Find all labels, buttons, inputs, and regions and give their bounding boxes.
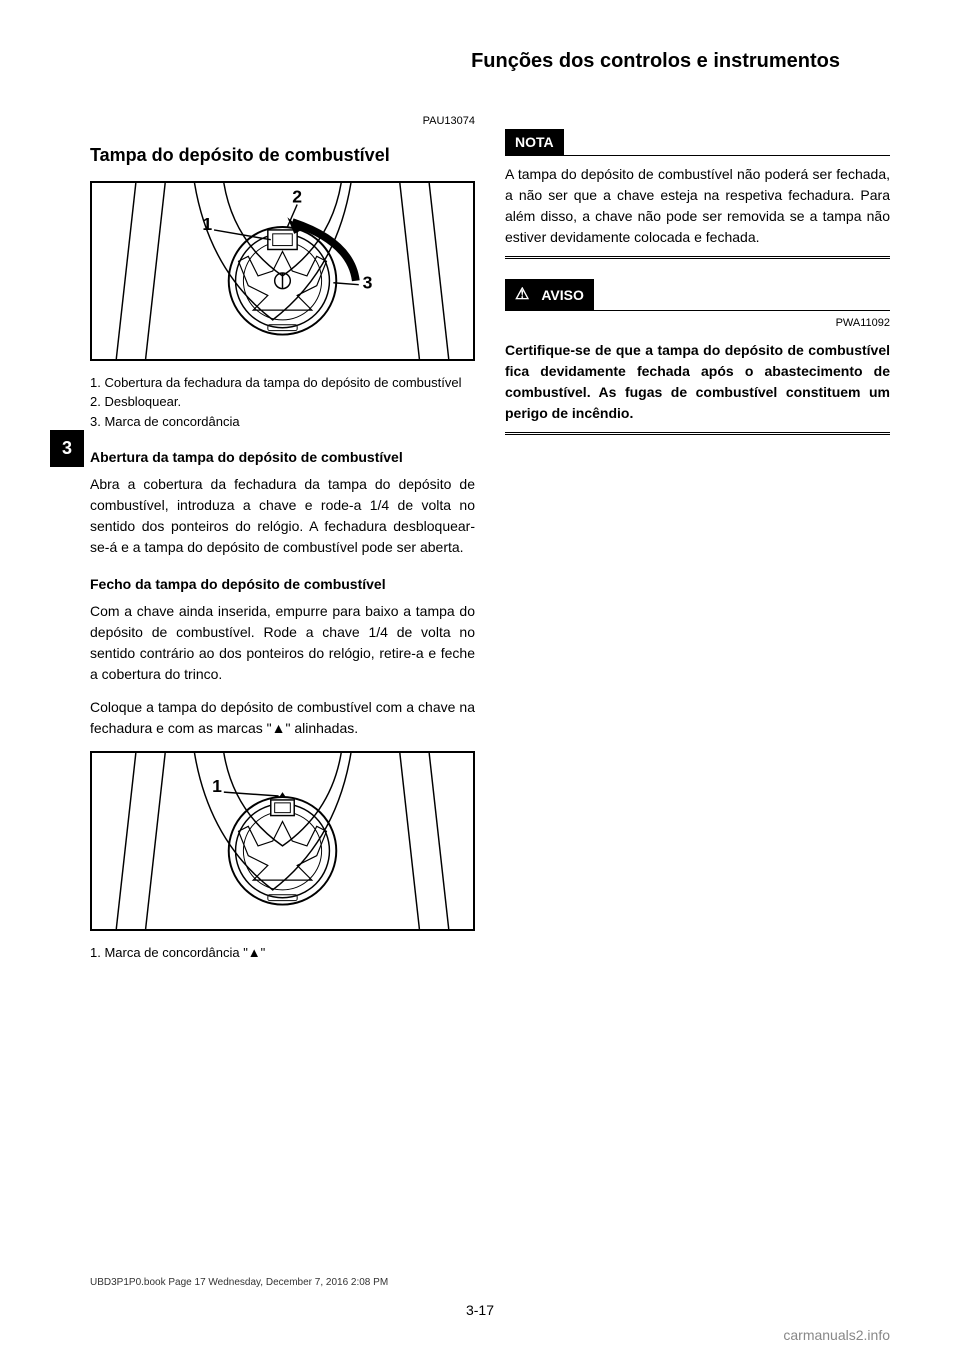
page-header: Funções dos controlos e instrumentos: [90, 50, 890, 73]
divider: [505, 432, 890, 435]
aviso-box: AVISO PWA11092 Certifique-se de que a ta…: [505, 279, 890, 435]
watermark: carmanuals2.info: [783, 1327, 890, 1343]
nota-box: NOTA A tampa do depósito de combustível …: [505, 129, 890, 259]
caption-item: 3. Marca de concordância: [90, 412, 475, 432]
caption-item: 1. Cobertura da fechadura da tampa do de…: [90, 373, 475, 393]
section-title: Tampa do depósito de combustível: [90, 142, 475, 169]
manual-page: Funções dos controlos e instrumentos 3 P…: [0, 0, 960, 1358]
left-column: PAU13074 Tampa do depósito de combustíve…: [90, 113, 475, 979]
caption-item: 2. Desbloquear.: [90, 392, 475, 412]
aviso-content: Certifique-se de que a tampa do depósito…: [505, 340, 890, 424]
body-text: Com a chave ainda inserida, empurre para…: [90, 601, 475, 685]
subtitle-open: Abertura da tampa do depósito de combust…: [90, 447, 475, 468]
figure1-captions: 1. Cobertura da fechadura da tampa do de…: [90, 373, 475, 432]
aviso-code: PWA11092: [505, 315, 890, 332]
figure-fuel-cap-closed: 1: [90, 751, 475, 931]
svg-text:1: 1: [202, 213, 212, 233]
content-area: PAU13074 Tampa do depósito de combustíve…: [90, 113, 890, 979]
right-column: NOTA A tampa do depósito de combustível …: [505, 113, 890, 979]
header-title: Funções dos controlos e instrumentos: [471, 50, 840, 72]
section-tab: 3: [50, 430, 84, 467]
section-code: PAU13074: [90, 113, 475, 130]
svg-text:1: 1: [212, 776, 222, 796]
svg-text:2: 2: [292, 186, 302, 206]
svg-text:3: 3: [363, 272, 373, 292]
nota-label: NOTA: [505, 129, 564, 156]
divider: [505, 256, 890, 259]
body-text: Coloque a tampa do depósito de combustív…: [90, 697, 475, 739]
nota-content: A tampa do depósito de combustível não p…: [505, 164, 890, 248]
page-number: 3-17: [0, 1302, 960, 1318]
footer-metadata: UBD3P1P0.book Page 17 Wednesday, Decembe…: [90, 1277, 388, 1288]
caption-item: 1. Marca de concordância "▲": [90, 943, 475, 963]
subtitle-close: Fecho da tampa do depósito de combustíve…: [90, 574, 475, 595]
figure2-captions: 1. Marca de concordância "▲": [90, 943, 475, 963]
figure-fuel-cap-open: 2 1 3: [90, 181, 475, 361]
body-text: Abra a cobertura da fechadura da tampa d…: [90, 474, 475, 558]
aviso-label: AVISO: [505, 279, 594, 311]
